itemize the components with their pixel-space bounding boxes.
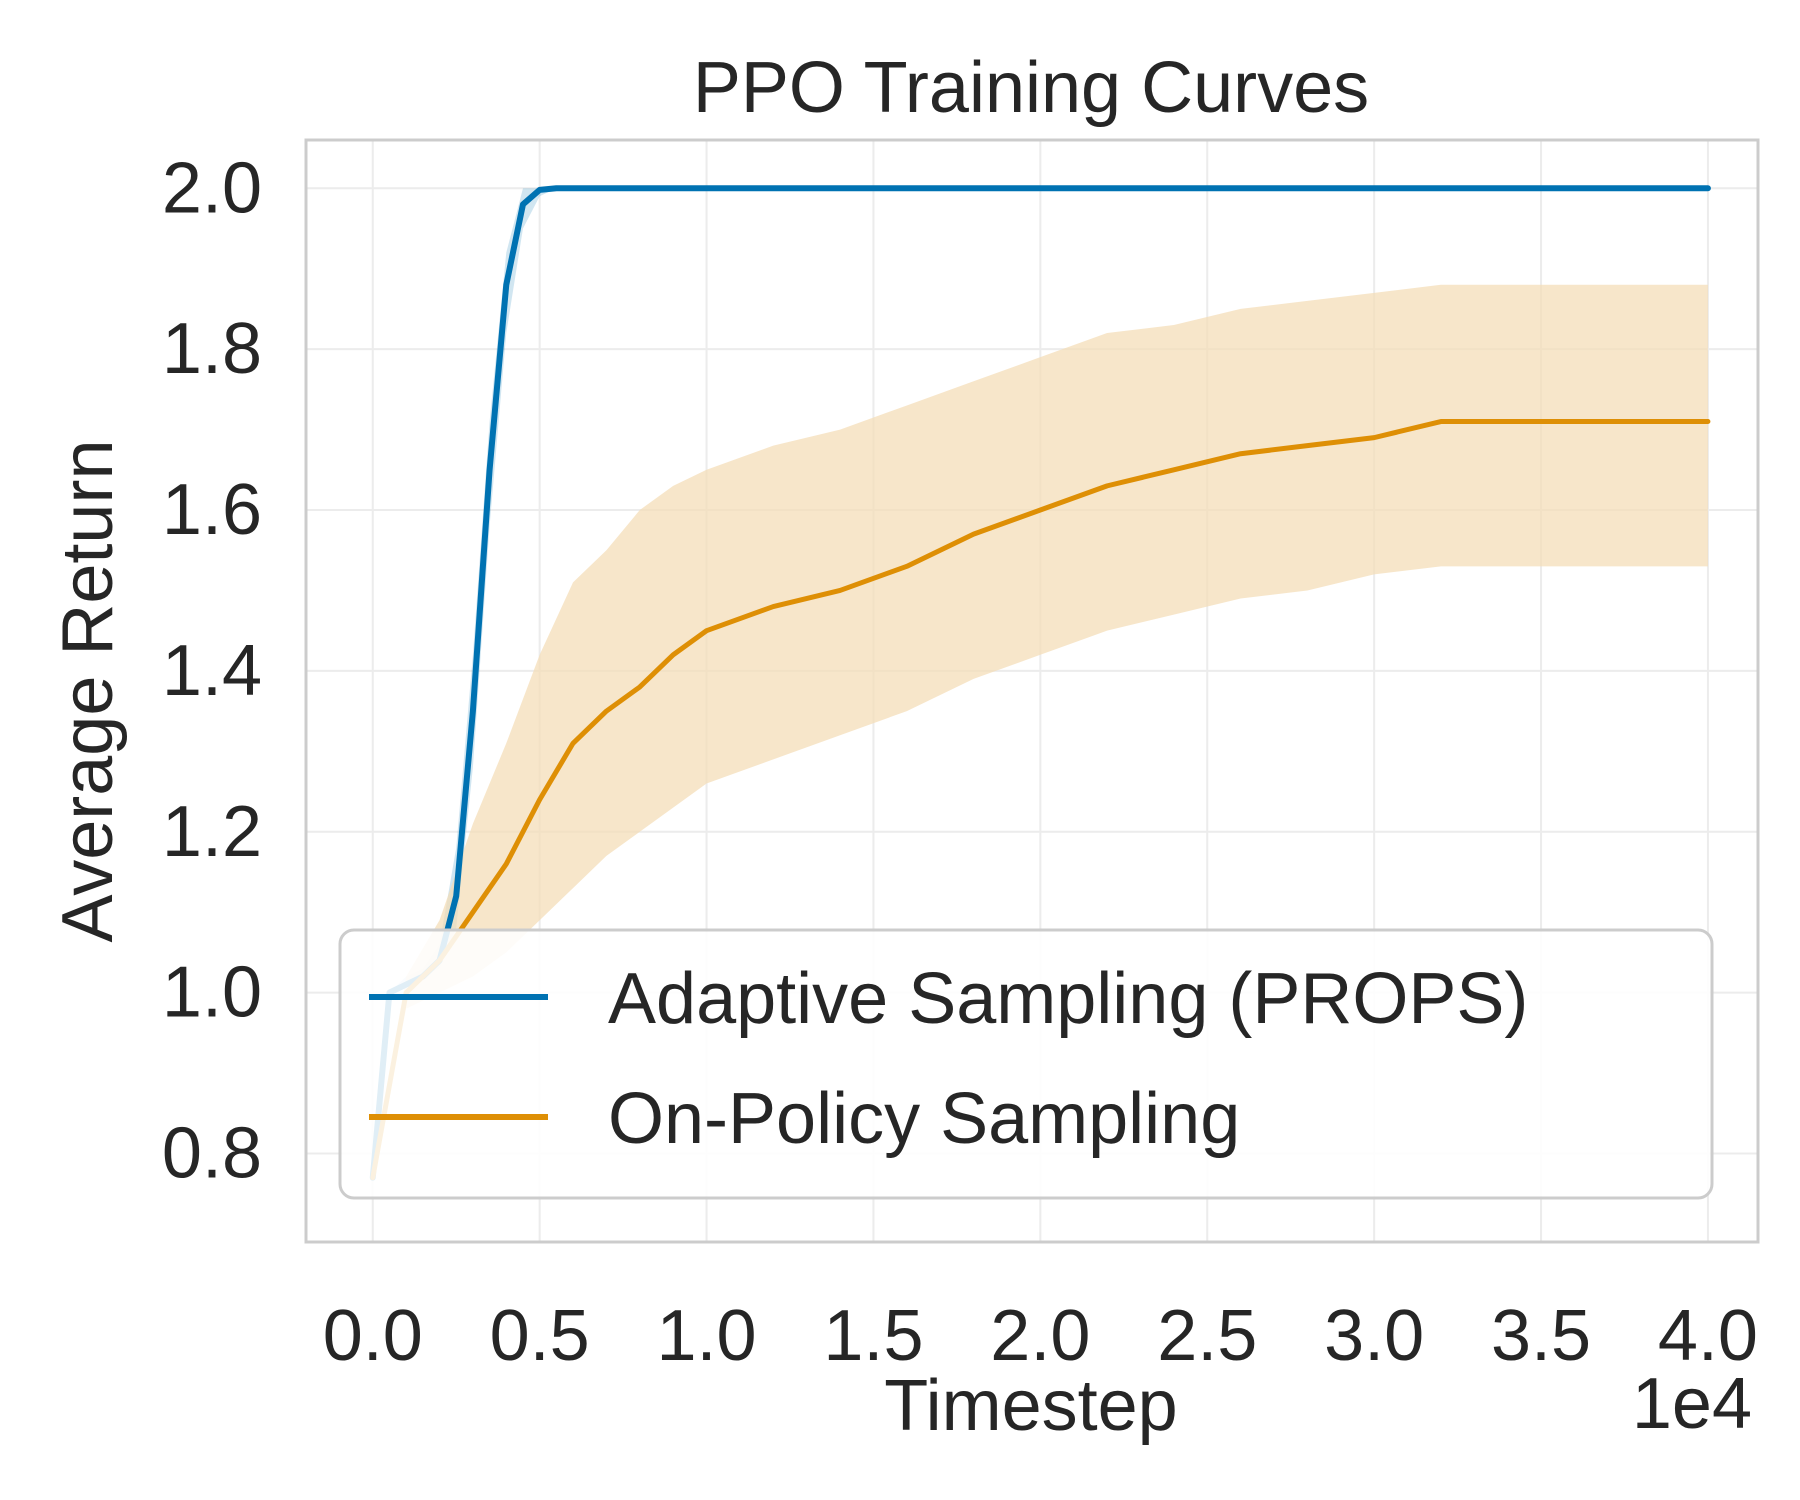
y-tick-label: 0.8 xyxy=(162,1114,262,1194)
x-tick-label: 2.5 xyxy=(1157,1296,1257,1376)
x-tick-label: 2.0 xyxy=(990,1296,1090,1376)
x-axis-tick-labels: 0.0 0.5 1.0 1.5 2.0 2.5 3.0 3.5 4.0 xyxy=(323,1296,1758,1376)
y-tick-label: 1.8 xyxy=(162,309,262,389)
plot-frame xyxy=(304,138,1760,1244)
y-axis-label: Average Return xyxy=(48,440,128,943)
y-tick-label: 2.0 xyxy=(162,148,262,228)
x-tick-label: 3.0 xyxy=(1324,1296,1424,1376)
x-tick-label: 4.0 xyxy=(1658,1296,1758,1376)
x-axis-scale-label: 1e4 xyxy=(1632,1364,1752,1444)
on-policy-sampling-confidence-band xyxy=(372,284,1708,1178)
x-tick-label: 1.0 xyxy=(657,1296,757,1376)
y-tick-label: 1.2 xyxy=(162,792,262,872)
x-axis-label: Timestep xyxy=(884,1366,1177,1446)
legend: Adaptive Sampling (PROPS) On-Policy Samp… xyxy=(338,928,1714,1200)
y-tick-label: 1.4 xyxy=(162,631,262,711)
x-tick-label: 0.0 xyxy=(323,1296,423,1376)
legend-box xyxy=(338,928,1714,1200)
y-axis-tick-labels: 0.8 1.0 1.2 1.4 1.6 1.8 2.0 xyxy=(162,148,262,1193)
legend-label-adaptive-sampling: Adaptive Sampling (PROPS) xyxy=(608,959,1528,1039)
x-tick-label: 1.5 xyxy=(823,1296,923,1376)
on-policy-sampling-line xyxy=(370,419,1711,1181)
x-tick-label: 3.5 xyxy=(1491,1296,1591,1376)
chart-title: PPO Training Curves xyxy=(693,48,1369,128)
y-tick-label: 1.6 xyxy=(162,470,262,550)
y-tick-label: 1.0 xyxy=(162,953,262,1033)
x-tick-label: 0.5 xyxy=(490,1296,590,1376)
legend-label-on-policy-sampling: On-Policy Sampling xyxy=(608,1079,1240,1159)
